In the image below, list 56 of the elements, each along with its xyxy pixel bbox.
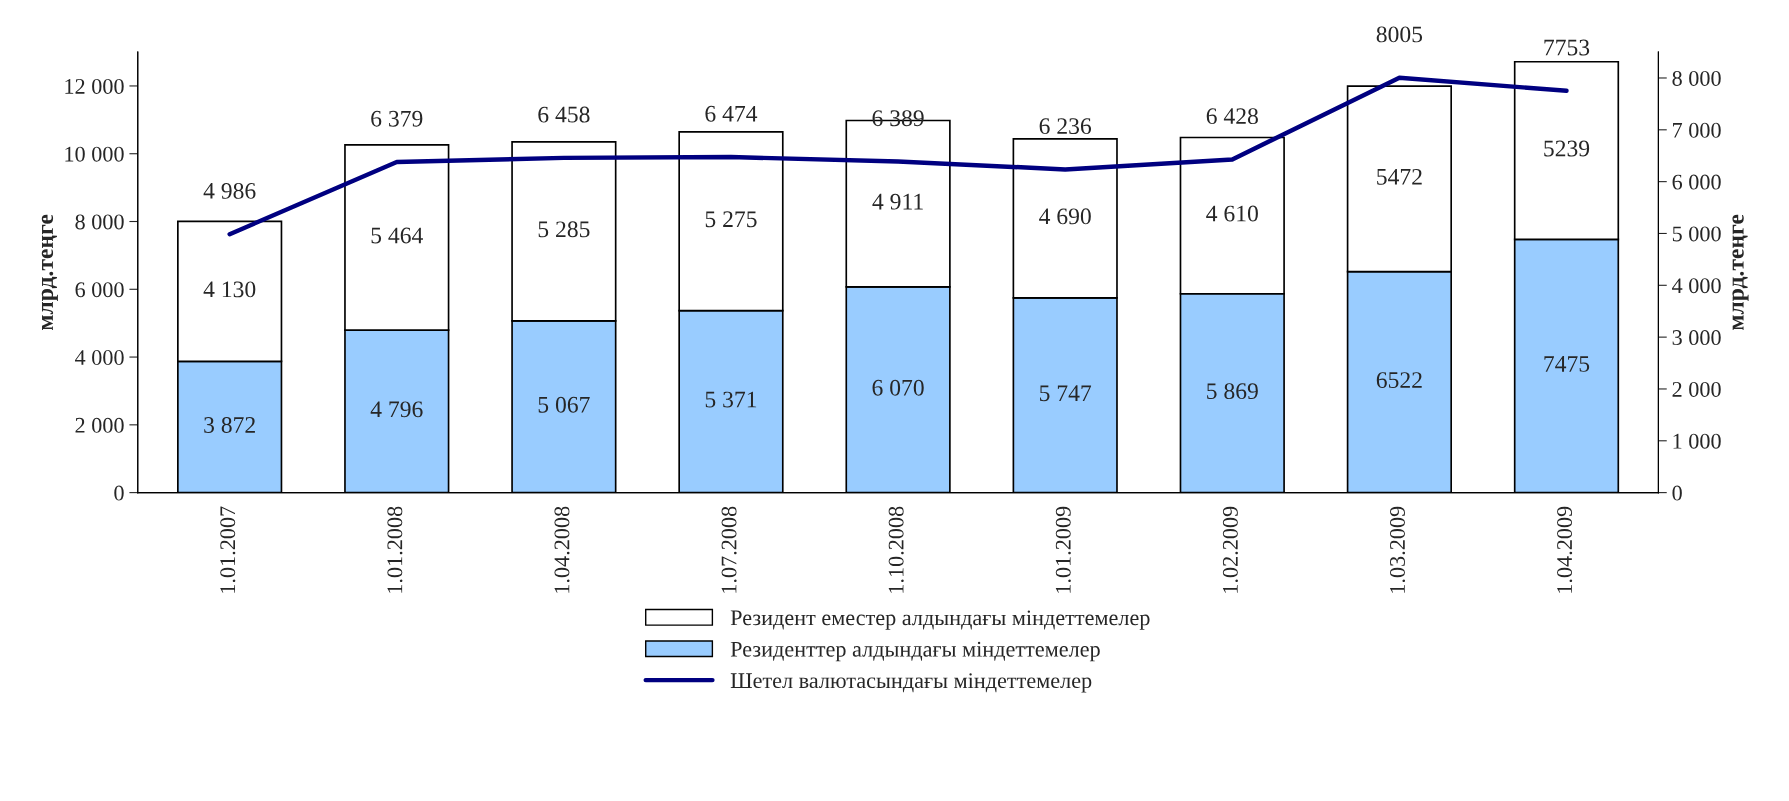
data-label: 6 458 (538, 106, 590, 123)
y-tick-label: 6 000 (75, 282, 124, 298)
y-tick-label: 10 000 (65, 146, 124, 162)
x-tick-label: 1.04.2008 (554, 506, 570, 593)
y-tick-label: 8 000 (75, 214, 124, 230)
y2-tick-label: 1 000 (1673, 433, 1721, 449)
y-tick-label: 4 000 (74, 349, 124, 365)
data-label: 6 474 (705, 105, 758, 122)
data-label: 5 464 (371, 227, 423, 244)
data-label: 5 285 (538, 221, 590, 238)
y2-tick-label: 5 000 (1672, 226, 1721, 242)
y-tick-label: 0 (114, 485, 124, 501)
legend-label: Шетел валютасындағы міндеттемелер (730, 673, 1092, 693)
x-tick-label: 1.04.2009 (1557, 506, 1573, 593)
data-label: 4 911 (872, 193, 923, 210)
data-label: 5 747 (1039, 385, 1092, 402)
y2-tick-label: 3 000 (1672, 330, 1721, 346)
data-label: 6 428 (1206, 108, 1258, 125)
data-label: 4 130 (203, 281, 256, 298)
y-tick-label: 2 000 (75, 417, 124, 433)
y-tick-label: 12 000 (65, 78, 124, 94)
data-label: 7475 (1544, 356, 1590, 372)
data-label: 4 610 (1206, 205, 1258, 222)
data-label: 4 690 (1039, 208, 1091, 225)
data-label: 8005 (1376, 26, 1423, 43)
y2-tick-label: 4 000 (1672, 278, 1721, 294)
data-label: 5 371 (705, 391, 757, 408)
x-tick-label: 1.01.2009 (1055, 506, 1071, 593)
y2-tick-label: 2 000 (1672, 381, 1721, 397)
data-label: 7753 (1544, 39, 1590, 56)
x-tick-label: 1.07.2008 (721, 506, 737, 593)
data-label: 4 986 (203, 182, 256, 199)
x-tick-label: 1.01.2008 (387, 506, 403, 593)
data-label: 5 067 (538, 396, 590, 413)
data-label: 5 869 (1207, 383, 1258, 400)
data-label: 6 070 (872, 379, 924, 396)
data-label: 5239 (1544, 140, 1590, 157)
data-label: 6522 (1376, 372, 1422, 389)
data-label: 3 872 (204, 416, 255, 433)
x-tick-label: 1.01.2007 (220, 506, 236, 593)
y2-tick-label: 0 (1672, 485, 1682, 501)
data-label: 4 796 (370, 401, 423, 418)
data-label: 5 275 (705, 211, 757, 228)
y2-tick-label: 7 000 (1673, 122, 1721, 138)
data-label: 6 236 (1039, 118, 1092, 135)
x-tick-label: 1.10.2008 (888, 506, 904, 593)
data-label: 6 379 (371, 110, 423, 127)
x-tick-label: 1.03.2009 (1389, 506, 1406, 593)
y2-tick-label: 6 000 (1672, 174, 1721, 190)
legend-label: Резиденттер алдындағы міндеттемелер (730, 641, 1100, 662)
y2-axis-title: млрд.теңге (1732, 214, 1749, 330)
y-axis-title: млрд.теңге (41, 214, 58, 330)
x-tick-label: 1.02.2009 (1222, 506, 1238, 593)
y2-tick-label: 8 000 (1672, 70, 1721, 86)
data-label: 5472 (1377, 168, 1422, 185)
legend-label: Резидент еместер алдындағы міндеттемелер (730, 610, 1150, 630)
